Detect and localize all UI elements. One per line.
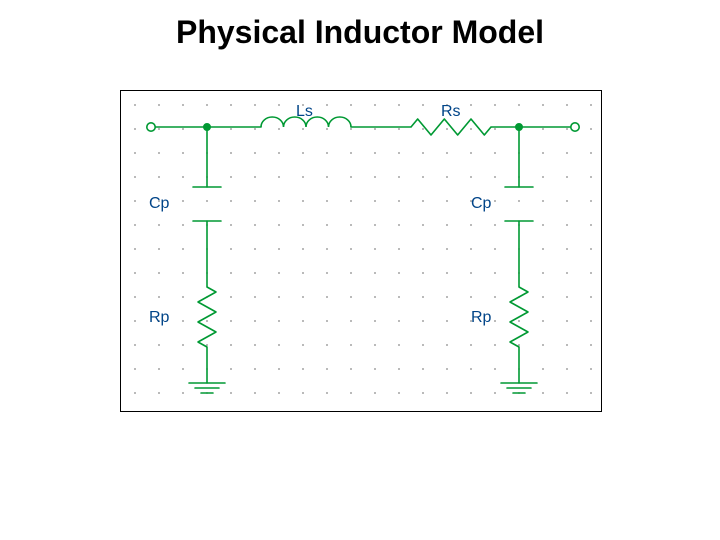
label-ls: Ls — [296, 103, 313, 120]
schematic-frame: Ls Rs Cp Cp Rp Rp — [120, 90, 602, 412]
resistor-rp-right — [510, 287, 528, 347]
label-rs: Rs — [441, 103, 461, 120]
terminal-left — [147, 123, 155, 131]
page-title: Physical Inductor Model — [0, 14, 720, 51]
node-right — [516, 124, 522, 130]
label-rp_right: Rp — [471, 309, 492, 326]
resistor-rp-left — [198, 287, 216, 347]
schematic-svg: Ls Rs Cp Cp Rp Rp — [121, 91, 601, 411]
label-cp_left: Cp — [149, 195, 170, 212]
label-rp_left: Rp — [149, 309, 170, 326]
shunt-branch-right — [501, 127, 537, 393]
resistor-rs — [411, 119, 491, 135]
terminal-right — [571, 123, 579, 131]
label-cp_right: Cp — [471, 195, 492, 212]
shunt-branch-left — [189, 127, 225, 393]
grid — [134, 104, 592, 394]
node-left — [204, 124, 210, 130]
series-branch — [151, 117, 575, 135]
